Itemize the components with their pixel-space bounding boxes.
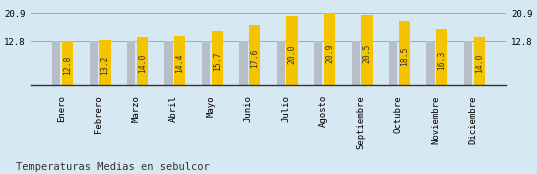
- Text: 17.6: 17.6: [250, 48, 259, 68]
- Text: 14.0: 14.0: [138, 54, 147, 73]
- Text: 15.7: 15.7: [213, 51, 222, 71]
- Bar: [361, 15, 373, 85]
- Bar: [137, 37, 148, 85]
- Bar: [90, 41, 98, 85]
- Bar: [249, 25, 260, 85]
- Bar: [352, 41, 360, 85]
- Text: 13.2: 13.2: [100, 55, 110, 75]
- Bar: [436, 29, 447, 85]
- Text: 18.5: 18.5: [400, 47, 409, 66]
- Bar: [202, 41, 210, 85]
- Text: 20.9: 20.9: [325, 43, 334, 63]
- Text: 20.5: 20.5: [362, 44, 372, 63]
- Text: 20.0: 20.0: [288, 45, 296, 64]
- Bar: [164, 41, 173, 85]
- Text: 14.0: 14.0: [475, 54, 484, 73]
- Bar: [399, 21, 410, 85]
- Bar: [286, 16, 297, 85]
- Bar: [277, 41, 285, 85]
- Bar: [174, 36, 185, 85]
- Text: 14.4: 14.4: [175, 53, 184, 73]
- Bar: [52, 41, 60, 85]
- Bar: [240, 41, 248, 85]
- Bar: [212, 31, 223, 85]
- Bar: [62, 41, 73, 85]
- Bar: [324, 13, 335, 85]
- Text: 12.8: 12.8: [63, 56, 72, 75]
- Bar: [314, 41, 322, 85]
- Bar: [474, 37, 485, 85]
- Bar: [426, 41, 434, 85]
- Bar: [389, 41, 397, 85]
- Bar: [127, 41, 135, 85]
- Bar: [99, 40, 111, 85]
- Text: Temperaturas Medias en sebulcor: Temperaturas Medias en sebulcor: [16, 162, 210, 172]
- Bar: [464, 41, 472, 85]
- Text: 16.3: 16.3: [437, 50, 446, 70]
